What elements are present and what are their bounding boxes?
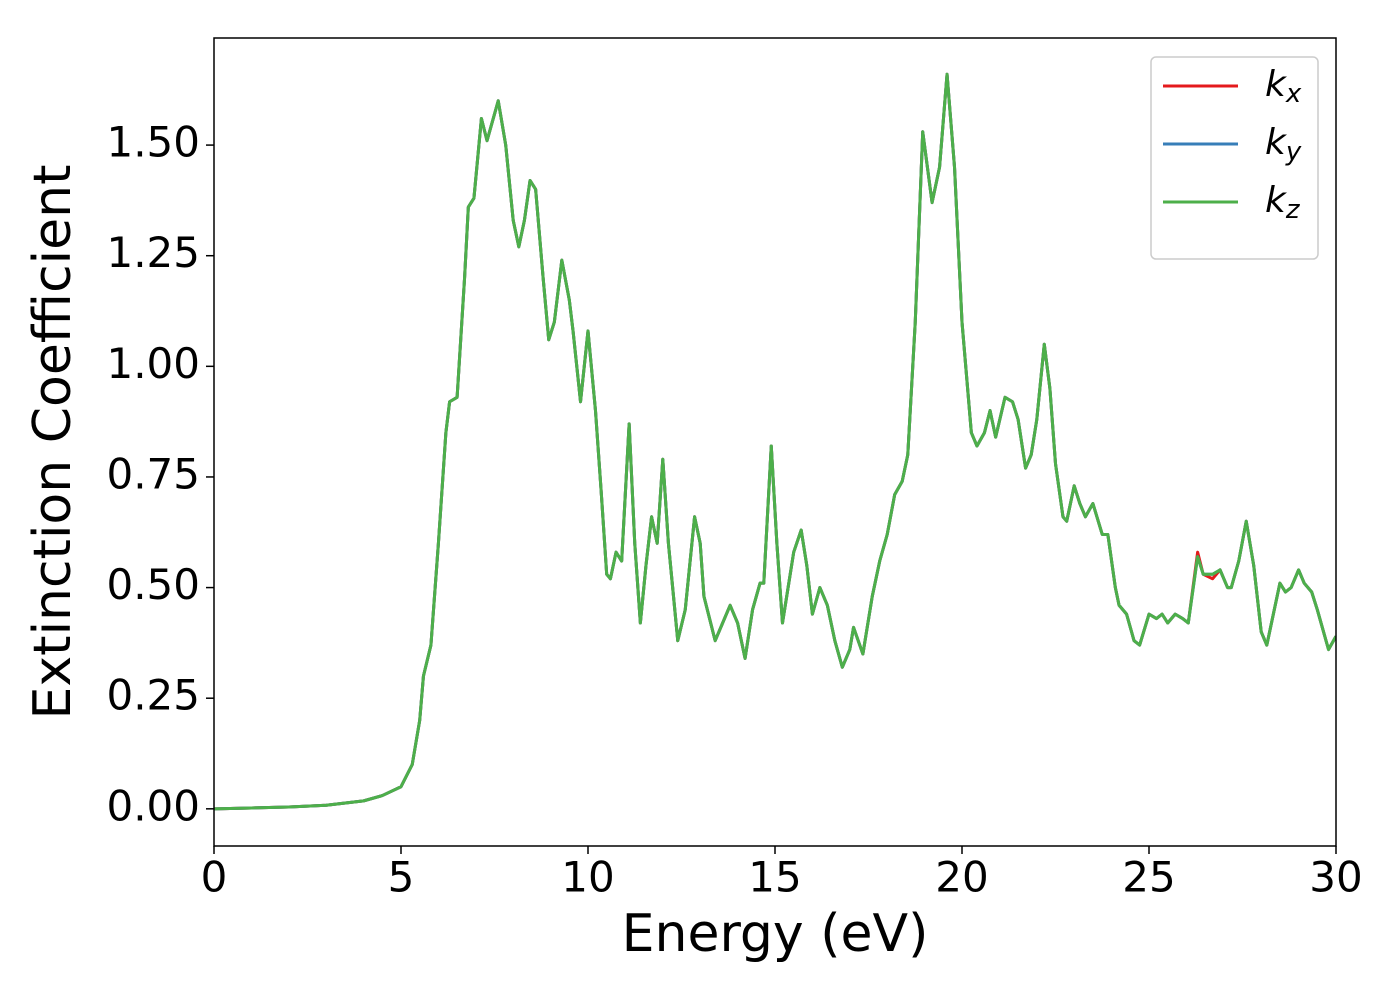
y-tick-label: 0.25	[106, 671, 200, 720]
y-tick-label: 1.00	[106, 339, 200, 388]
y-tick-label: 1.50	[106, 118, 200, 167]
legend-label: ky	[1265, 122, 1302, 167]
legend-label: kx	[1265, 64, 1302, 109]
y-axis-label: Extinction Coefficient	[23, 165, 83, 720]
legend-box	[1150, 56, 1319, 260]
plot-frame	[213, 37, 1337, 847]
y-tick-label: 0.00	[106, 781, 200, 830]
x-tick-label: 0	[201, 853, 228, 902]
x-tick-label: 20	[935, 853, 988, 902]
legend-label: kz	[1265, 180, 1301, 225]
y-tick-label: 0.75	[106, 449, 200, 498]
x-tick-label: 5	[388, 853, 415, 902]
y-tick-label: 1.25	[106, 228, 200, 277]
x-axis-label: Energy (eV)	[622, 904, 929, 964]
x-tick-label: 30	[1309, 853, 1362, 902]
data-line	[214, 72, 1336, 811]
x-tick-label: 15	[748, 853, 801, 902]
x-tick-label: 25	[1122, 853, 1175, 902]
x-tick-label: 10	[561, 853, 614, 902]
y-tick-label: 0.50	[106, 560, 200, 609]
